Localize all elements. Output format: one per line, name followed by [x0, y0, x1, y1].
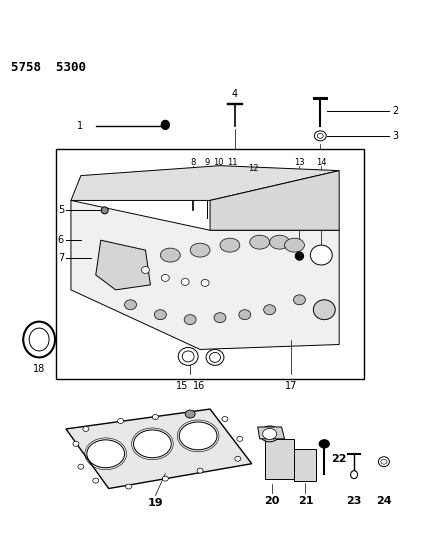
- Ellipse shape: [197, 468, 203, 473]
- Text: 20: 20: [264, 496, 279, 505]
- Text: 22: 22: [331, 454, 347, 464]
- Ellipse shape: [182, 351, 194, 362]
- Ellipse shape: [29, 328, 49, 351]
- Ellipse shape: [319, 440, 329, 448]
- Ellipse shape: [222, 416, 228, 422]
- Ellipse shape: [190, 243, 210, 257]
- Ellipse shape: [179, 422, 217, 450]
- Ellipse shape: [235, 456, 241, 461]
- Text: 19: 19: [148, 498, 163, 508]
- Ellipse shape: [378, 457, 389, 467]
- Text: 12: 12: [248, 164, 258, 173]
- Ellipse shape: [78, 464, 84, 469]
- Polygon shape: [210, 171, 339, 230]
- Text: 10: 10: [213, 158, 223, 167]
- Text: 1: 1: [77, 121, 83, 131]
- Ellipse shape: [239, 310, 251, 320]
- Ellipse shape: [214, 313, 226, 322]
- Ellipse shape: [313, 300, 335, 320]
- Ellipse shape: [155, 310, 166, 320]
- Ellipse shape: [294, 295, 306, 305]
- Ellipse shape: [206, 350, 224, 365]
- Ellipse shape: [237, 437, 243, 441]
- Text: 4: 4: [232, 89, 238, 99]
- Ellipse shape: [250, 235, 270, 249]
- Polygon shape: [71, 166, 339, 200]
- Ellipse shape: [178, 348, 198, 365]
- Ellipse shape: [162, 476, 168, 481]
- Ellipse shape: [125, 300, 137, 310]
- Polygon shape: [96, 240, 150, 290]
- Ellipse shape: [264, 305, 276, 314]
- Text: 6: 6: [58, 235, 64, 245]
- Text: 17: 17: [285, 381, 298, 391]
- Ellipse shape: [161, 274, 169, 281]
- Ellipse shape: [295, 252, 303, 260]
- Ellipse shape: [285, 238, 304, 252]
- Ellipse shape: [87, 440, 125, 467]
- Ellipse shape: [381, 459, 387, 464]
- Ellipse shape: [125, 484, 131, 489]
- Ellipse shape: [263, 429, 276, 439]
- Ellipse shape: [314, 131, 326, 141]
- Text: 9: 9: [205, 158, 210, 167]
- Text: 2: 2: [392, 106, 398, 116]
- Ellipse shape: [101, 207, 108, 214]
- Polygon shape: [258, 427, 285, 439]
- Text: 21: 21: [297, 496, 313, 505]
- Polygon shape: [71, 200, 339, 350]
- Ellipse shape: [185, 410, 195, 418]
- Ellipse shape: [142, 266, 149, 273]
- Polygon shape: [66, 409, 252, 489]
- Ellipse shape: [181, 278, 189, 285]
- Text: 14: 14: [316, 158, 327, 167]
- Ellipse shape: [351, 471, 357, 479]
- Text: 5758  5300: 5758 5300: [11, 61, 86, 74]
- Text: 3: 3: [392, 131, 398, 141]
- Text: 8: 8: [190, 158, 196, 167]
- Ellipse shape: [260, 426, 279, 442]
- Text: 11: 11: [227, 158, 237, 167]
- Ellipse shape: [160, 248, 180, 262]
- Ellipse shape: [118, 418, 124, 424]
- Text: 18: 18: [33, 365, 45, 374]
- Ellipse shape: [23, 321, 55, 358]
- Text: 24: 24: [376, 496, 392, 505]
- Ellipse shape: [210, 352, 220, 362]
- Text: 5: 5: [58, 205, 64, 215]
- Ellipse shape: [152, 415, 158, 419]
- Ellipse shape: [73, 441, 79, 446]
- Ellipse shape: [83, 426, 89, 431]
- Ellipse shape: [201, 279, 209, 286]
- Ellipse shape: [187, 411, 193, 416]
- Text: 13: 13: [294, 158, 305, 167]
- Bar: [56, 149, 364, 379]
- Text: 15: 15: [176, 381, 188, 391]
- Ellipse shape: [317, 133, 323, 139]
- Ellipse shape: [220, 238, 240, 252]
- Bar: [294, 449, 316, 481]
- Bar: [265, 439, 294, 479]
- Ellipse shape: [310, 245, 332, 265]
- Ellipse shape: [270, 235, 289, 249]
- Ellipse shape: [134, 430, 171, 458]
- Ellipse shape: [93, 478, 99, 483]
- Ellipse shape: [161, 120, 169, 130]
- Text: 16: 16: [193, 381, 205, 391]
- Text: 23: 23: [346, 496, 362, 505]
- Text: 7: 7: [58, 253, 64, 263]
- Ellipse shape: [184, 314, 196, 325]
